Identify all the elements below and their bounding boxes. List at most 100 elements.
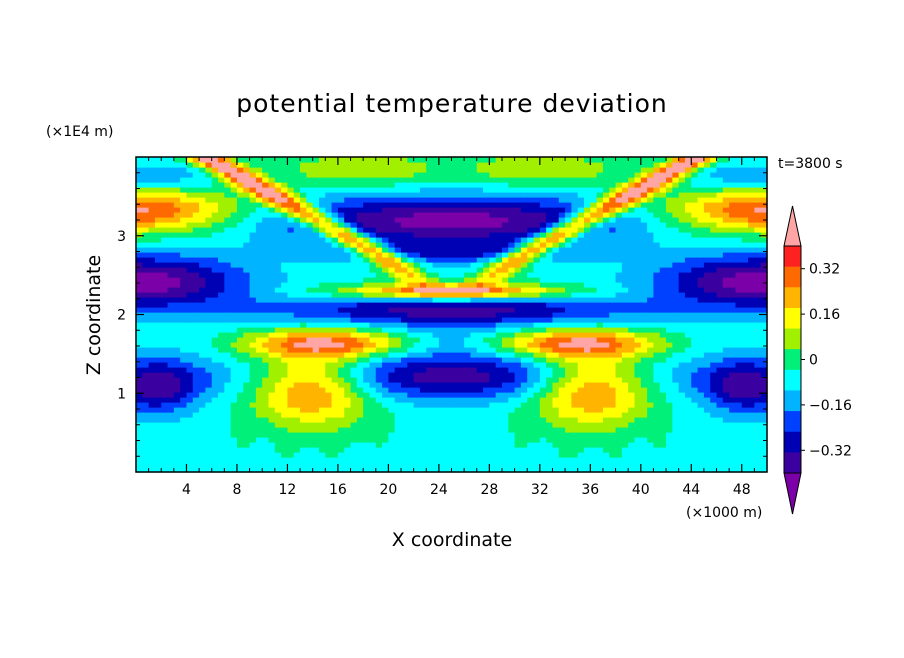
contour-cell: [483, 167, 490, 173]
contour-cell: [255, 327, 263, 333]
contour-cell: [565, 222, 572, 228]
contour-cell: [501, 232, 509, 238]
contour-cell: [533, 287, 541, 293]
contour-cell: [596, 187, 604, 193]
contour-cell: [426, 207, 434, 213]
contour-cell: [621, 422, 629, 428]
contour-cell: [407, 412, 415, 418]
contour-cell: [337, 452, 345, 458]
contour-cell: [609, 292, 617, 298]
contour-cell: [476, 297, 484, 303]
contour-cell: [325, 267, 333, 273]
contour-cell: [331, 172, 339, 178]
contour-cell: [312, 442, 320, 448]
contour-cell: [609, 227, 617, 233]
contour-cell: [173, 187, 181, 193]
contour-cell: [211, 447, 219, 453]
contour-cell: [634, 407, 642, 413]
contour-cell: [407, 362, 415, 368]
contour-cell: [218, 327, 225, 333]
contour-cell: [438, 207, 446, 213]
contour-cell: [539, 307, 547, 313]
contour-cell: [236, 202, 244, 208]
contour-cell: [401, 417, 408, 423]
contour-cell: [464, 177, 472, 183]
contour-cell: [432, 387, 440, 393]
contour-cell: [167, 422, 175, 428]
contour-cell: [596, 247, 604, 253]
contour-cell: [394, 192, 402, 198]
contour-cell: [438, 312, 446, 318]
contour-cell: [602, 352, 610, 358]
contour-cell: [356, 257, 364, 263]
contour-cell: [211, 267, 219, 273]
contour-cell: [375, 377, 383, 383]
contour-cell: [495, 257, 503, 263]
contour-cell: [470, 467, 478, 473]
contour-cell: [539, 202, 547, 208]
contour-cell: [419, 467, 427, 473]
contour-cell: [382, 347, 389, 353]
contour-cell: [287, 282, 295, 288]
contour-cell: [236, 337, 244, 343]
contour-cell: [382, 187, 389, 193]
contour-cell: [186, 287, 194, 293]
contour-cell: [445, 372, 453, 378]
contour-cell: [382, 357, 389, 363]
contour-cell: [306, 187, 314, 193]
contour-cell: [262, 202, 270, 208]
contour-cell: [369, 207, 377, 213]
contour-cell: [205, 312, 213, 318]
contour-cell: [495, 457, 503, 463]
contour-cell: [401, 377, 408, 383]
contour-cell: [426, 422, 434, 428]
contour-cell: [249, 162, 257, 168]
contour-cell: [243, 367, 251, 373]
contour-cell: [527, 357, 535, 363]
contour-cell: [249, 412, 257, 418]
contour-cell: [293, 377, 301, 383]
contour-cell: [192, 167, 200, 173]
contour-cell: [268, 442, 276, 448]
contour-cell: [615, 262, 623, 268]
contour-cell: [230, 262, 238, 268]
contour-cell: [596, 307, 604, 313]
contour-cell: [375, 427, 383, 433]
contour-cell: [520, 372, 528, 378]
contour-cell: [495, 237, 503, 243]
contour-cell: [590, 352, 598, 358]
contour-cell: [445, 322, 453, 328]
contour-cell: [552, 462, 560, 468]
contour-cell: [476, 437, 484, 443]
contour-cell: [281, 232, 289, 238]
contour-cell: [495, 402, 503, 408]
contour-cell: [495, 362, 503, 368]
contour-cell: [325, 402, 333, 408]
contour-cell: [584, 242, 591, 248]
contour-cell: [495, 357, 503, 363]
contour-cell: [590, 307, 598, 313]
contour-cell: [318, 317, 326, 323]
contour-cell: [205, 382, 213, 388]
contour-cell: [142, 222, 150, 228]
contour-cell: [609, 237, 617, 243]
contour-cell: [470, 382, 478, 388]
contour-cell: [476, 212, 484, 218]
contour-cell: [325, 277, 333, 283]
contour-cell: [470, 322, 478, 328]
contour-cell: [318, 352, 326, 358]
contour-cell: [546, 412, 554, 418]
contour-cell: [602, 342, 610, 348]
contour-cell: [432, 357, 440, 363]
contour-cell: [306, 252, 314, 258]
contour-cell: [401, 192, 408, 198]
contour-cell: [230, 272, 238, 278]
contour-cell: [615, 232, 623, 238]
contour-cell: [192, 207, 200, 213]
contour-cell: [199, 237, 207, 243]
contour-cell: [590, 177, 598, 183]
contour-cell: [337, 327, 345, 333]
contour-cell: [501, 372, 509, 378]
contour-cell: [419, 247, 427, 253]
contour-cell: [546, 227, 554, 233]
